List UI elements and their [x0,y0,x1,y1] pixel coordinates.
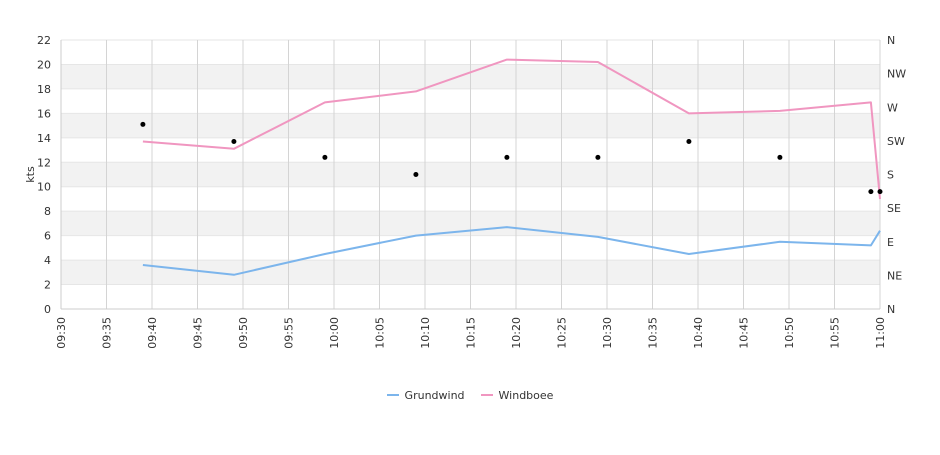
x-tick-label: 10:00 [328,317,341,349]
x-tick-label: 09:45 [192,317,205,349]
legend-swatch [480,394,493,396]
direction-axis-label: N [887,303,895,316]
x-tick-label: 09:40 [146,317,159,349]
y-tick-label: 20 [37,58,51,71]
x-tick-label: 10:50 [783,317,796,349]
y-tick-label: 12 [37,156,51,169]
direction-marker [877,189,883,195]
y-tick-label: 18 [37,83,51,96]
x-tick-label: 11:00 [874,317,887,349]
x-tick-label: 09:35 [101,317,114,349]
direction-marker [595,154,601,160]
direction-marker [686,138,692,144]
x-tick-label: 10:45 [738,317,751,349]
x-tick-label: 10:55 [829,317,842,349]
x-tick-label: 10:25 [556,317,569,349]
legend-swatch [386,394,399,396]
direction-marker [140,121,146,127]
x-tick-label: 10:35 [647,317,660,349]
direction-axis-label: N [887,34,895,47]
direction-axis-label: SW [887,135,905,148]
direction-marker [868,189,874,195]
direction-marker [231,138,237,144]
legend-item-grundwind[interactable]: Grundwind [386,388,465,402]
y-axis-title: kts [24,166,37,183]
x-tick-label: 09:50 [237,317,250,349]
y-tick-label: 22 [37,34,51,47]
direction-axis-label: E [887,236,894,249]
x-tick-label: 10:40 [692,317,705,349]
y-tick-label: 16 [37,107,51,120]
series-line-windboee [142,58,881,200]
direction-axis-label: S [887,169,894,182]
direction-marker [322,154,328,160]
direction-marker [777,154,783,160]
x-tick-label: 10:10 [419,317,432,349]
y-tick-label: 4 [44,254,51,267]
x-tick-label: 09:30 [55,317,68,349]
y-tick-label: 0 [44,303,51,316]
x-tick-label: 10:20 [510,317,523,349]
legend-item-windboee[interactable]: Windboee [480,388,554,402]
direction-axis-label: SE [887,202,901,215]
direction-axis-label: NW [887,68,906,81]
direction-marker [504,154,510,160]
direction-axis-label: W [887,101,898,114]
legend-label: Grundwind [404,388,465,402]
x-tick-label: 10:30 [601,317,614,349]
x-tick-label: 10:15 [465,317,478,349]
y-tick-label: 8 [44,205,51,218]
y-tick-label: 10 [37,181,51,194]
x-tick-label: 10:05 [374,317,387,349]
legend-label: Windboee [498,388,554,402]
y-tick-label: 2 [44,279,51,292]
chart-legend: Grundwind Windboee [0,386,940,402]
series-line-grundwind [142,226,881,276]
y-tick-label: 14 [37,132,51,145]
y-tick-label: 6 [44,230,51,243]
x-tick-label: 09:55 [283,317,296,349]
direction-axis-label: NE [887,269,902,282]
direction-marker [413,172,419,177]
